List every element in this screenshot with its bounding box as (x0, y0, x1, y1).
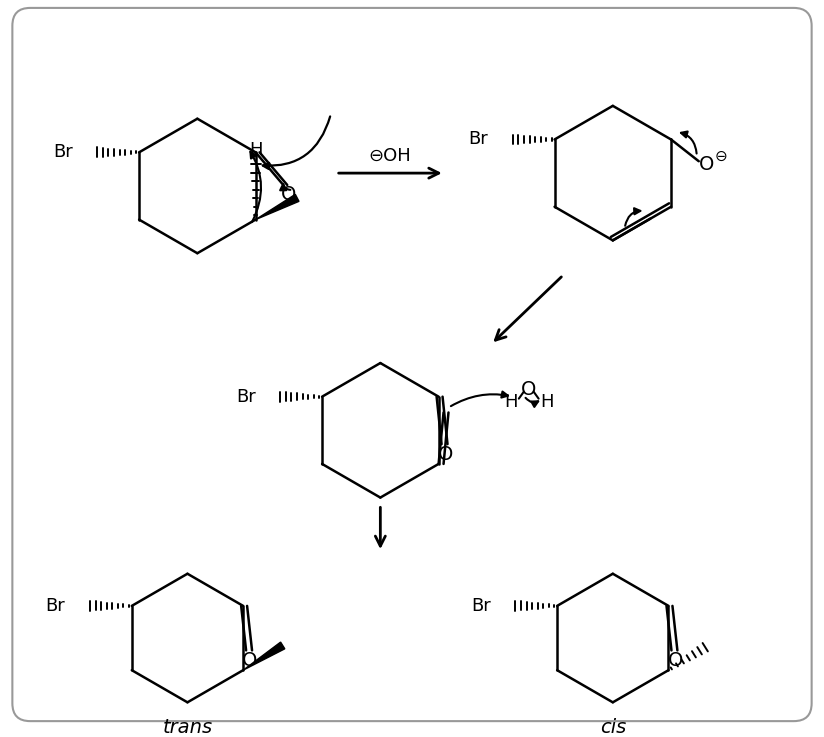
FancyArrowPatch shape (625, 208, 640, 226)
Polygon shape (243, 642, 285, 670)
FancyBboxPatch shape (12, 8, 812, 721)
Text: O: O (242, 651, 258, 670)
Text: O: O (438, 444, 453, 464)
Text: cis: cis (600, 718, 626, 736)
Text: ⊖OH: ⊖OH (369, 147, 412, 165)
Polygon shape (255, 195, 299, 220)
FancyArrowPatch shape (263, 116, 330, 169)
Text: O: O (699, 155, 714, 174)
Text: O: O (280, 186, 296, 204)
Text: Br: Br (469, 130, 489, 148)
Text: O: O (521, 380, 536, 399)
Text: Br: Br (46, 597, 65, 615)
Text: O: O (667, 651, 683, 670)
Text: H: H (504, 393, 517, 411)
Text: ⊖: ⊖ (714, 149, 727, 164)
FancyArrowPatch shape (526, 398, 538, 407)
Text: Br: Br (471, 597, 491, 615)
FancyArrowPatch shape (681, 131, 696, 153)
Text: H: H (249, 142, 262, 159)
FancyArrowPatch shape (280, 184, 290, 190)
Text: Br: Br (236, 388, 255, 405)
FancyArrowPatch shape (451, 391, 508, 406)
FancyArrowPatch shape (250, 152, 261, 222)
Text: Br: Br (53, 143, 73, 161)
Text: trans: trans (162, 718, 213, 736)
Text: H: H (540, 393, 553, 411)
